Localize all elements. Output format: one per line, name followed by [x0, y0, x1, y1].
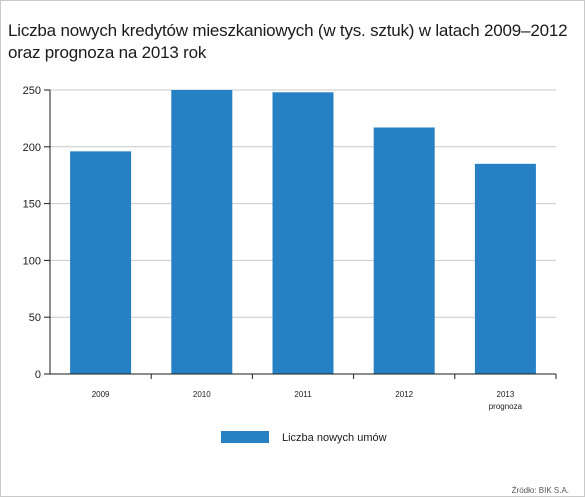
y-tick-label: 250 — [23, 85, 41, 97]
source-note: Źródło: BIK S.A. — [511, 486, 569, 495]
chart-title-line-1: Liczba nowych kredytów mieszkaniowych (w… — [8, 21, 568, 40]
bar-2009 — [70, 151, 132, 374]
legend-label: Liczba nowych umów — [282, 432, 387, 444]
legend-swatch — [221, 431, 269, 443]
y-tick-label: 50 — [29, 312, 41, 324]
x-tick-label: 2010 — [193, 390, 211, 399]
x-tick-sublabel: prognoza — [489, 402, 523, 411]
y-tick-label: 150 — [23, 199, 41, 211]
chart-title-line-2: oraz prognoza na 2013 rok — [8, 43, 207, 62]
bar-2012 — [373, 127, 435, 374]
bar-2013 — [474, 163, 536, 374]
bar-2011 — [272, 92, 334, 374]
y-tick-label: 100 — [23, 255, 41, 267]
x-tick-label: 2013 — [497, 390, 515, 399]
y-tick-label: 200 — [23, 142, 41, 154]
bar-2010 — [171, 90, 233, 374]
x-tick-label: 2012 — [395, 390, 413, 399]
x-tick-label: 2009 — [92, 390, 110, 399]
y-tick-label: 0 — [35, 369, 41, 381]
x-tick-label: 2011 — [294, 390, 312, 399]
chart-title: Liczba nowych kredytów mieszkaniowych (w… — [8, 20, 568, 64]
